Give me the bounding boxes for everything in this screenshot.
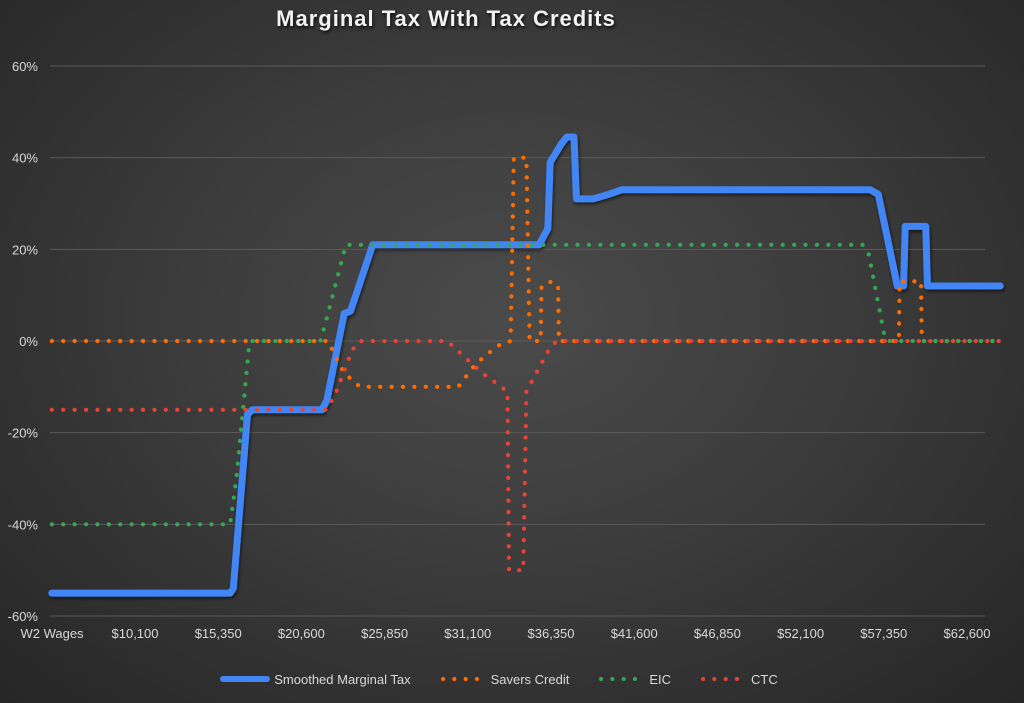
series-line-savers-credit[interactable] (49, 155, 1003, 389)
y-tick-label: 20% (12, 242, 38, 257)
x-tick-label: $57,350 (860, 626, 907, 641)
x-tick-label: $62,600 (944, 626, 991, 641)
y-tick-label: 0% (19, 334, 38, 349)
y-tick-label: -40% (8, 517, 39, 532)
legend-label: Savers Credit (490, 671, 570, 687)
legend: Smoothed Marginal Tax Savers Credit EIC … (0, 669, 1024, 689)
x-tick-label: $25,850 (361, 626, 408, 641)
y-tick-label: -20% (8, 426, 39, 441)
x-tick-label: $31,100 (444, 626, 491, 641)
legend-swatch-dotted-icon (697, 675, 747, 683)
x-tick-label: $52,100 (777, 626, 824, 641)
y-tick-label: 40% (12, 151, 38, 166)
legend-swatch-solid-icon (220, 675, 271, 683)
x-tick-label: $41,600 (611, 626, 658, 641)
x-axis-title: W2 Wages (20, 626, 84, 641)
legend-label: Smoothed Marginal Tax (274, 671, 411, 687)
series-line-eic[interactable] (49, 242, 1003, 527)
chart-title: Marginal Tax With Tax Credits (276, 6, 616, 31)
legend-swatch-dotted-icon (595, 675, 645, 683)
x-axis-ticks: W2 Wages $10,100 $15,350 $20,600 $25,850 $31,… (20, 626, 990, 641)
legend-item-savers-credit[interactable]: Savers Credit (437, 671, 570, 687)
legend-item-ctc[interactable]: CTC (697, 672, 778, 687)
x-tick-label: $46,850 (694, 626, 741, 641)
legend-swatch-dotted-icon (437, 675, 487, 683)
gridlines (50, 65, 985, 617)
y-axis-ticks: 60% 40% 20% 0% -20% -40% -60% (8, 59, 39, 624)
y-tick-label: -60% (8, 609, 39, 624)
series-line-smoothed-marginal-tax[interactable] (48, 133, 1004, 597)
series-lines (48, 133, 1004, 597)
legend-label: CTC (751, 671, 778, 687)
series-line-ctc[interactable] (49, 338, 1003, 573)
legend-item-smoothed-marginal-tax[interactable]: Smoothed Marginal Tax (220, 671, 411, 687)
x-tick-label: $15,350 (195, 626, 242, 641)
legend-label: EIC (649, 671, 672, 687)
x-tick-label: $20,600 (278, 626, 325, 641)
y-tick-label: 60% (12, 59, 38, 74)
legend-item-eic[interactable]: EIC (595, 672, 671, 687)
x-tick-label: $36,350 (528, 626, 575, 641)
x-tick-label: $10,100 (112, 626, 159, 641)
